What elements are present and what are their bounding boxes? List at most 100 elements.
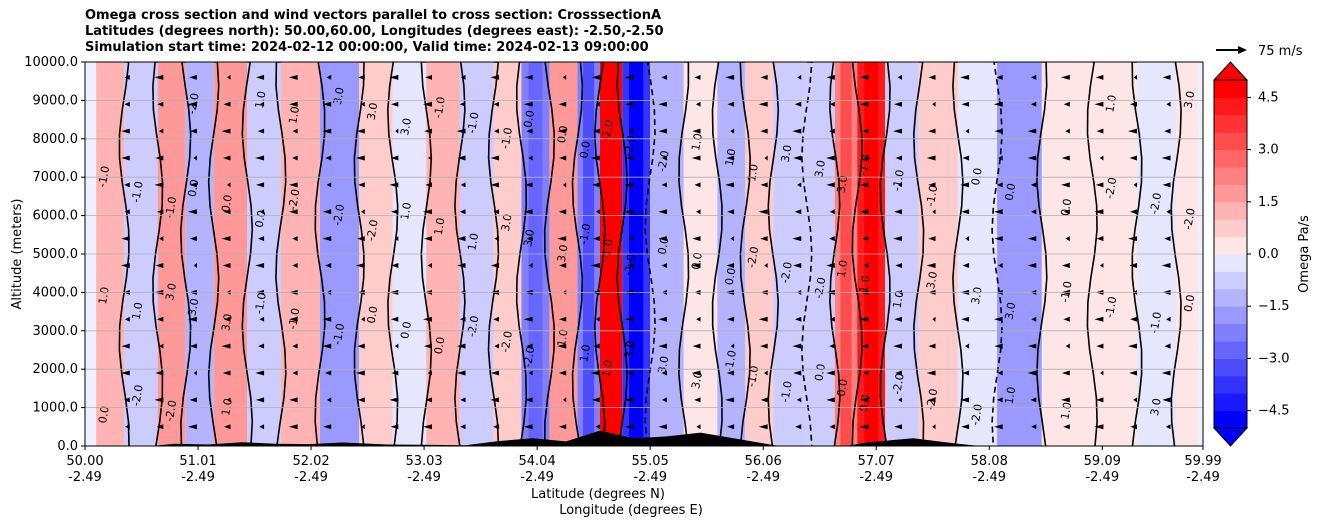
wind-vector [289, 101, 298, 107]
wind-vector [493, 101, 500, 107]
wind-vector [897, 74, 902, 80]
wind-vector [1061, 370, 1070, 376]
wind-vector [658, 128, 667, 134]
contour-label: 3.0 [186, 297, 202, 316]
wind-vector [928, 236, 936, 242]
contour-label: 1.0 [577, 343, 593, 362]
wind-vector [1095, 74, 1104, 80]
wind-vector [694, 74, 701, 80]
contour-line [800, 62, 813, 446]
wind-vector [997, 370, 1003, 376]
wind-vector [494, 128, 500, 134]
wind-vector [459, 209, 466, 215]
wind-vector [932, 316, 936, 322]
contour-label: -2.0 [1181, 207, 1198, 230]
wind-vector [257, 236, 265, 242]
x-tick-label-lat: 58.08 [971, 454, 1008, 469]
wind-vector [389, 74, 399, 80]
wind-vector [726, 155, 735, 161]
x-tick-label-lat: 53.03 [405, 454, 442, 469]
wind-vector [1031, 74, 1037, 80]
wind-vector [829, 316, 835, 322]
wind-vector [156, 424, 164, 430]
contour-label: -2.0 [499, 330, 516, 353]
wind-vector [227, 74, 231, 80]
contour-line [118, 62, 130, 446]
wind-vector [596, 101, 600, 107]
contour-label: -1.0 [96, 165, 113, 188]
wind-vector [124, 182, 130, 188]
wind-vector [1165, 424, 1171, 430]
wind-vector [1061, 74, 1070, 80]
wind-vector [526, 343, 533, 349]
wind-vector [1100, 370, 1104, 376]
contour-label: 1.0 [600, 359, 616, 378]
contour-label: -1.0 [890, 169, 907, 192]
wind-vector [289, 397, 298, 403]
wind-vector [391, 209, 399, 215]
wind-vector [993, 101, 1003, 107]
contour-line [767, 62, 780, 446]
wind-vector [730, 236, 735, 242]
contour-label: 0.0 [253, 209, 269, 228]
wind-vector [758, 424, 768, 430]
wind-vector [155, 263, 164, 269]
title-line-2: Latitudes (degrees north): 50.00,60.00, … [85, 24, 664, 39]
wind-vector [1060, 397, 1070, 403]
wind-vector [658, 424, 667, 430]
wind-vector [1031, 316, 1037, 322]
wind-vector [792, 343, 802, 349]
colorbar-swatch [1214, 254, 1247, 272]
contour-label: 1.0 [219, 397, 235, 416]
wind-vector [1161, 155, 1171, 161]
wind-vector [760, 74, 768, 80]
wind-vector [292, 370, 298, 376]
wind-vector [795, 424, 802, 430]
contour-label: 0.0 [186, 178, 202, 197]
wind-vector [895, 370, 902, 376]
contour-label: 0.0 [689, 251, 705, 270]
wind-vector [859, 424, 869, 430]
y-tick-label: 8000.0 [33, 132, 79, 147]
wind-vector [159, 343, 164, 349]
wind-vector [658, 343, 667, 349]
wind-vector [1127, 236, 1137, 242]
wind-vector [389, 397, 399, 403]
wind-vector [490, 74, 500, 80]
contour-label: 0.0 [96, 405, 112, 424]
wind-vector [965, 343, 970, 349]
contour-label: -2.0 [163, 399, 180, 422]
wind-vector [928, 343, 936, 349]
contour-label: -1.0 [745, 365, 762, 388]
wind-vector [193, 263, 197, 269]
terrain [152, 430, 981, 446]
wind-vector [1094, 316, 1104, 322]
wind-vector [1133, 397, 1137, 403]
wind-vector [422, 101, 432, 107]
wind-vector [1027, 263, 1037, 269]
wind-vector [493, 209, 500, 215]
wind-vector [1095, 182, 1104, 188]
contour-label: 3.0 [779, 144, 795, 163]
x-tick-label-lon: -2.49 [746, 470, 780, 485]
wind-vector [764, 370, 768, 376]
wind-vector [893, 343, 902, 349]
wind-vector [859, 101, 869, 107]
wind-vector [661, 155, 667, 161]
wind-vector [625, 424, 634, 430]
wind-vector [157, 209, 164, 215]
contour-line [593, 62, 606, 446]
wind-vector [829, 209, 835, 215]
wind-vector [124, 74, 130, 80]
contour-label: -1.0 [1148, 311, 1165, 334]
contour-label: 3.0 [924, 271, 940, 290]
x-tick-label-lat: 57.07 [858, 454, 895, 469]
wind-vector [725, 182, 735, 188]
wind-vector [726, 263, 735, 269]
wind-vector [758, 316, 768, 322]
contour-label: 0.0 [835, 378, 851, 397]
wind-vector [361, 209, 365, 215]
contour-label: 1.0 [465, 232, 481, 251]
contour-label: -1.0 [599, 238, 616, 261]
wind-vector [223, 316, 231, 322]
